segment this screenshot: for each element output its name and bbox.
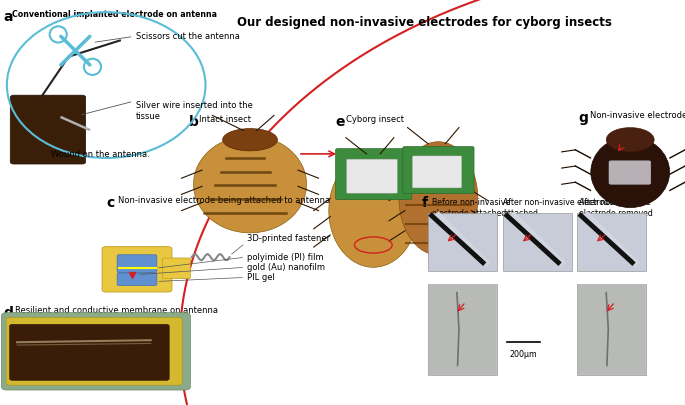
Text: Resilient and conductive membrane on antenna: Resilient and conductive membrane on ant…: [15, 306, 218, 315]
FancyBboxPatch shape: [1, 313, 190, 390]
FancyBboxPatch shape: [429, 284, 496, 374]
FancyBboxPatch shape: [117, 255, 157, 273]
Ellipse shape: [399, 142, 478, 255]
Text: Before non-invasive
electrode attached: Before non-invasive electrode attached: [432, 198, 510, 218]
Text: a: a: [3, 10, 13, 24]
FancyBboxPatch shape: [347, 159, 397, 193]
Text: After non-invasive electrode
attached: After non-invasive electrode attached: [503, 198, 614, 218]
Text: Our designed non-invasive electrodes for cyborg insects: Our designed non-invasive electrodes for…: [237, 16, 612, 29]
Text: Non-invasive electrode on abdomen: Non-invasive electrode on abdomen: [590, 111, 685, 120]
FancyBboxPatch shape: [117, 273, 157, 286]
FancyBboxPatch shape: [10, 95, 86, 164]
FancyBboxPatch shape: [428, 284, 497, 375]
FancyBboxPatch shape: [578, 284, 645, 374]
Text: gold (Au) nanofilm: gold (Au) nanofilm: [247, 263, 325, 272]
FancyBboxPatch shape: [412, 156, 462, 188]
FancyBboxPatch shape: [428, 213, 497, 271]
Ellipse shape: [590, 137, 670, 208]
FancyBboxPatch shape: [336, 149, 412, 200]
Text: 200μm: 200μm: [510, 350, 537, 358]
Text: f: f: [421, 196, 427, 211]
FancyBboxPatch shape: [6, 318, 182, 385]
Text: Intact insect: Intact insect: [199, 115, 251, 124]
FancyBboxPatch shape: [403, 147, 474, 194]
FancyBboxPatch shape: [503, 213, 572, 271]
Text: polyimide (PI) film: polyimide (PI) film: [247, 253, 323, 262]
Text: PIL gel: PIL gel: [247, 273, 275, 282]
Text: 3D-printed fastener: 3D-printed fastener: [247, 234, 329, 243]
Text: b: b: [188, 115, 198, 130]
FancyBboxPatch shape: [577, 213, 646, 271]
Ellipse shape: [606, 128, 654, 152]
Text: Non-invasive electrode being attached to antenna: Non-invasive electrode being attached to…: [118, 196, 330, 205]
Text: Silver wire inserted into the
tissue: Silver wire inserted into the tissue: [136, 101, 253, 121]
Text: e: e: [336, 115, 345, 130]
Text: d: d: [3, 306, 13, 320]
Ellipse shape: [223, 129, 277, 151]
Text: c: c: [106, 196, 114, 211]
FancyBboxPatch shape: [102, 247, 172, 292]
FancyBboxPatch shape: [10, 324, 169, 380]
FancyBboxPatch shape: [577, 284, 646, 375]
Text: Wound on the antenna.: Wound on the antenna.: [51, 150, 150, 159]
Text: g: g: [579, 111, 588, 126]
FancyBboxPatch shape: [609, 161, 651, 184]
FancyBboxPatch shape: [162, 258, 190, 279]
Text: After non-invasive
electrode removed: After non-invasive electrode removed: [579, 198, 653, 218]
Text: Scissors cut the antenna: Scissors cut the antenna: [136, 32, 240, 41]
Text: Conventional implanted electrode on antenna: Conventional implanted electrode on ante…: [12, 10, 217, 19]
Ellipse shape: [329, 154, 418, 267]
Ellipse shape: [193, 136, 307, 233]
Text: Cyborg insect: Cyborg insect: [346, 115, 404, 124]
